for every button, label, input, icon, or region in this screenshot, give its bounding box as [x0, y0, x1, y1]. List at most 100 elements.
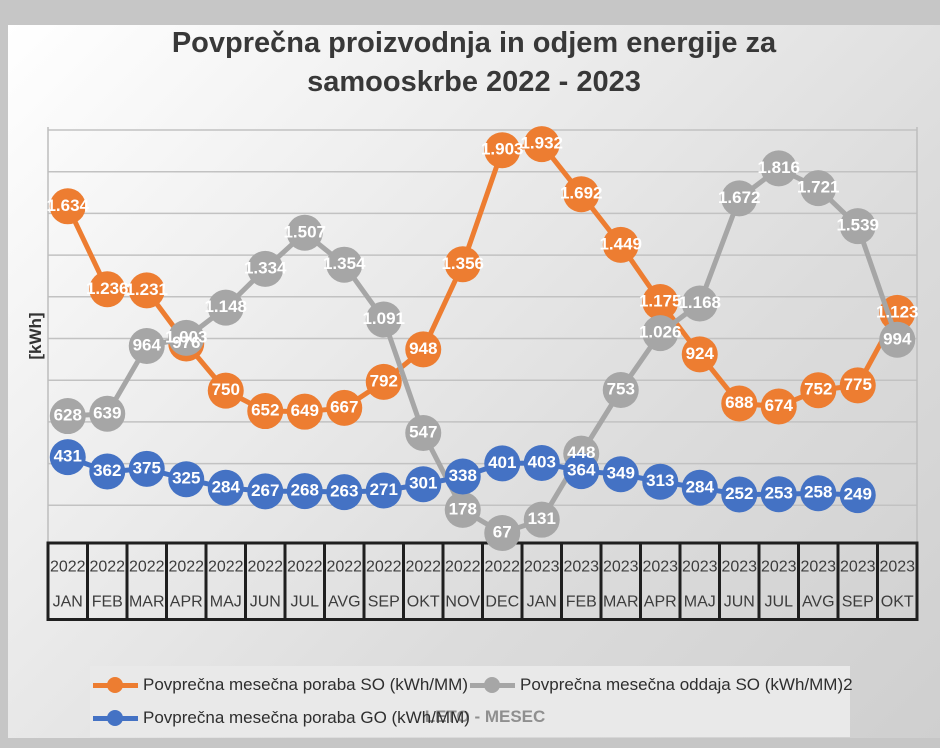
data-point-poraba-go-2023-AVG[interactable] [800, 475, 837, 512]
data-point-poraba-so-2022-OKT[interactable] [405, 331, 442, 368]
data-point-poraba-so-2023-JUN[interactable] [721, 385, 758, 422]
data-label-oddaja-so: 131 [528, 509, 556, 528]
data-point-poraba-go-2022-MAR[interactable] [128, 450, 165, 487]
data-label-poraba-go: 349 [607, 464, 635, 483]
data-point-oddaja-so-2022-DEC[interactable] [484, 515, 521, 552]
data-point-poraba-go-2022-APR[interactable] [168, 461, 205, 498]
data-point-oddaja-so-2022-APR[interactable] [168, 319, 205, 356]
data-label-poraba-so: 1.175 [639, 292, 682, 311]
data-label-oddaja-so: 1.148 [204, 297, 247, 316]
data-point-poraba-go-2023-JUL[interactable] [760, 476, 797, 513]
chart-title-line1: Povprečna proizvodnja in odjem energije … [171, 27, 777, 59]
data-point-oddaja-so-2023-MAJ[interactable] [681, 285, 718, 322]
legend-entry-poraba-so[interactable]: Povprečna mesečna poraba SO (kWh/MM) [93, 675, 468, 695]
data-label-oddaja-so: 753 [607, 379, 635, 398]
data-point-oddaja-so-2022-AVG[interactable] [326, 246, 363, 283]
data-point-poraba-so-2022-MAJ[interactable] [207, 372, 244, 409]
data-point-poraba-so-2023-SEP[interactable] [839, 367, 876, 404]
data-point-poraba-so-2023-OKT[interactable] [879, 294, 916, 331]
data-point-poraba-so-2023-FEB[interactable] [563, 176, 600, 213]
data-point-poraba-so-2022-NOV[interactable] [444, 246, 481, 283]
axis-month-label: JUL [291, 594, 320, 611]
axis-month-label: OKT [407, 594, 440, 611]
data-point-oddaja-so-2023-SEP[interactable] [839, 208, 876, 245]
data-point-oddaja-so-2022-JAN[interactable] [49, 398, 86, 435]
x-axis-title: LETO - MESEC [424, 707, 546, 726]
data-point-poraba-go-2022-FEB[interactable] [89, 453, 126, 490]
axis-year-label: 2023 [642, 559, 678, 576]
data-point-poraba-go-2023-JUN[interactable] [721, 476, 758, 513]
data-point-poraba-go-2022-JUN[interactable] [247, 473, 284, 510]
data-point-poraba-so-2023-JUL[interactable] [760, 388, 797, 425]
axis-month-label: APR [644, 594, 677, 611]
data-point-poraba-go-2022-NOV[interactable] [444, 458, 481, 495]
axis-month-label: SEP [842, 594, 874, 611]
data-label-oddaja-so: 1.003 [165, 327, 208, 346]
data-label-oddaja-so: 1.816 [757, 158, 800, 177]
data-point-poraba-so-2022-JUL[interactable] [286, 393, 323, 430]
data-point-oddaja-so-2022-FEB[interactable] [89, 395, 126, 432]
legend-entry-oddaja-so[interactable]: Povprečna mesečna oddaja SO (kWh/MM)2 [470, 675, 853, 695]
data-point-oddaja-so-2023-JAN[interactable] [523, 501, 560, 538]
axis-month-label: JAN [527, 594, 557, 611]
data-point-poraba-so-2023-JAN[interactable] [523, 126, 560, 163]
data-label-poraba-so: 1.123 [876, 302, 919, 321]
data-point-poraba-go-2022-SEP[interactable] [365, 472, 402, 509]
data-point-poraba-so-2022-FEB[interactable] [89, 271, 126, 308]
data-point-oddaja-so-2023-OKT[interactable] [879, 321, 916, 358]
data-point-oddaja-so-2023-JUN[interactable] [721, 180, 758, 217]
data-point-poraba-so-2023-AVG[interactable] [800, 372, 837, 409]
data-label-oddaja-so: 1.539 [836, 216, 879, 235]
data-point-oddaja-so-2022-MAR[interactable] [128, 328, 165, 365]
data-point-poraba-go-2022-DEC[interactable] [484, 445, 521, 482]
data-point-oddaja-so-2023-MAR[interactable] [602, 371, 639, 408]
data-label-poraba-go: 313 [646, 471, 674, 490]
data-point-poraba-so-2022-SEP[interactable] [365, 363, 402, 400]
data-point-poraba-go-2022-AVG[interactable] [326, 474, 363, 511]
data-label-oddaja-so: 994 [883, 329, 912, 348]
data-label-poraba-go: 268 [291, 481, 319, 500]
data-point-oddaja-so-2023-APR[interactable] [642, 315, 679, 352]
data-point-oddaja-so-2022-MAJ[interactable] [207, 289, 244, 326]
data-point-poraba-go-2022-JAN[interactable] [49, 439, 86, 476]
legend-line-circle-icon [93, 676, 138, 694]
data-point-poraba-so-2022-JAN[interactable] [49, 188, 86, 225]
data-point-oddaja-so-2022-JUL[interactable] [286, 214, 323, 251]
data-point-poraba-go-2022-JUL[interactable] [286, 473, 323, 510]
data-label-oddaja-so: 1.091 [362, 309, 405, 328]
data-point-poraba-so-2023-MAJ[interactable] [681, 336, 718, 373]
data-point-poraba-go-2022-MAJ[interactable] [207, 469, 244, 506]
data-point-poraba-go-2023-FEB[interactable] [563, 453, 600, 490]
data-point-oddaja-so-2022-OKT[interactable] [405, 414, 442, 451]
data-point-oddaja-so-2023-JUL[interactable] [760, 150, 797, 187]
data-label-poraba-so: 1.231 [125, 280, 168, 299]
data-label-poraba-go: 271 [370, 480, 398, 499]
data-point-poraba-so-2022-MAR[interactable] [128, 272, 165, 309]
data-point-poraba-so-2023-MAR[interactable] [602, 226, 639, 263]
data-point-poraba-so-2023-APR[interactable] [642, 284, 679, 321]
data-point-poraba-so-2022-DEC[interactable] [484, 132, 521, 169]
data-point-poraba-go-2023-MAJ[interactable] [681, 469, 718, 506]
data-point-poraba-go-2023-JAN[interactable] [523, 444, 560, 481]
axis-month-label: NOV [445, 594, 480, 611]
data-point-poraba-go-2023-APR[interactable] [642, 463, 679, 500]
data-point-poraba-go-2023-SEP[interactable] [839, 477, 876, 514]
data-point-oddaja-so-2022-JUN[interactable] [247, 250, 284, 287]
data-label-poraba-so: 1.236 [86, 279, 129, 298]
data-point-oddaja-so-2023-AVG[interactable] [800, 170, 837, 207]
axis-month-label: FEB [566, 594, 597, 611]
data-point-oddaja-so-2022-NOV[interactable] [444, 491, 481, 528]
data-label-poraba-so: 1.449 [599, 234, 642, 253]
data-point-oddaja-so-2022-SEP[interactable] [365, 301, 402, 338]
data-point-poraba-so-2022-JUN[interactable] [247, 393, 284, 430]
legend-entry-poraba-go[interactable]: Povprečna mesečna poraba GO (kWh/MM) [93, 708, 470, 728]
data-label-poraba-go: 258 [804, 483, 832, 502]
axis-year-label: 2023 [721, 559, 757, 576]
data-label-poraba-go: 364 [567, 461, 596, 480]
axis-month-label: JAN [53, 594, 83, 611]
data-point-poraba-go-2023-MAR[interactable] [602, 456, 639, 493]
axis-month-label: MAJ [684, 594, 716, 611]
data-point-poraba-so-2022-AVG[interactable] [326, 389, 363, 426]
data-point-poraba-go-2022-OKT[interactable] [405, 466, 442, 503]
